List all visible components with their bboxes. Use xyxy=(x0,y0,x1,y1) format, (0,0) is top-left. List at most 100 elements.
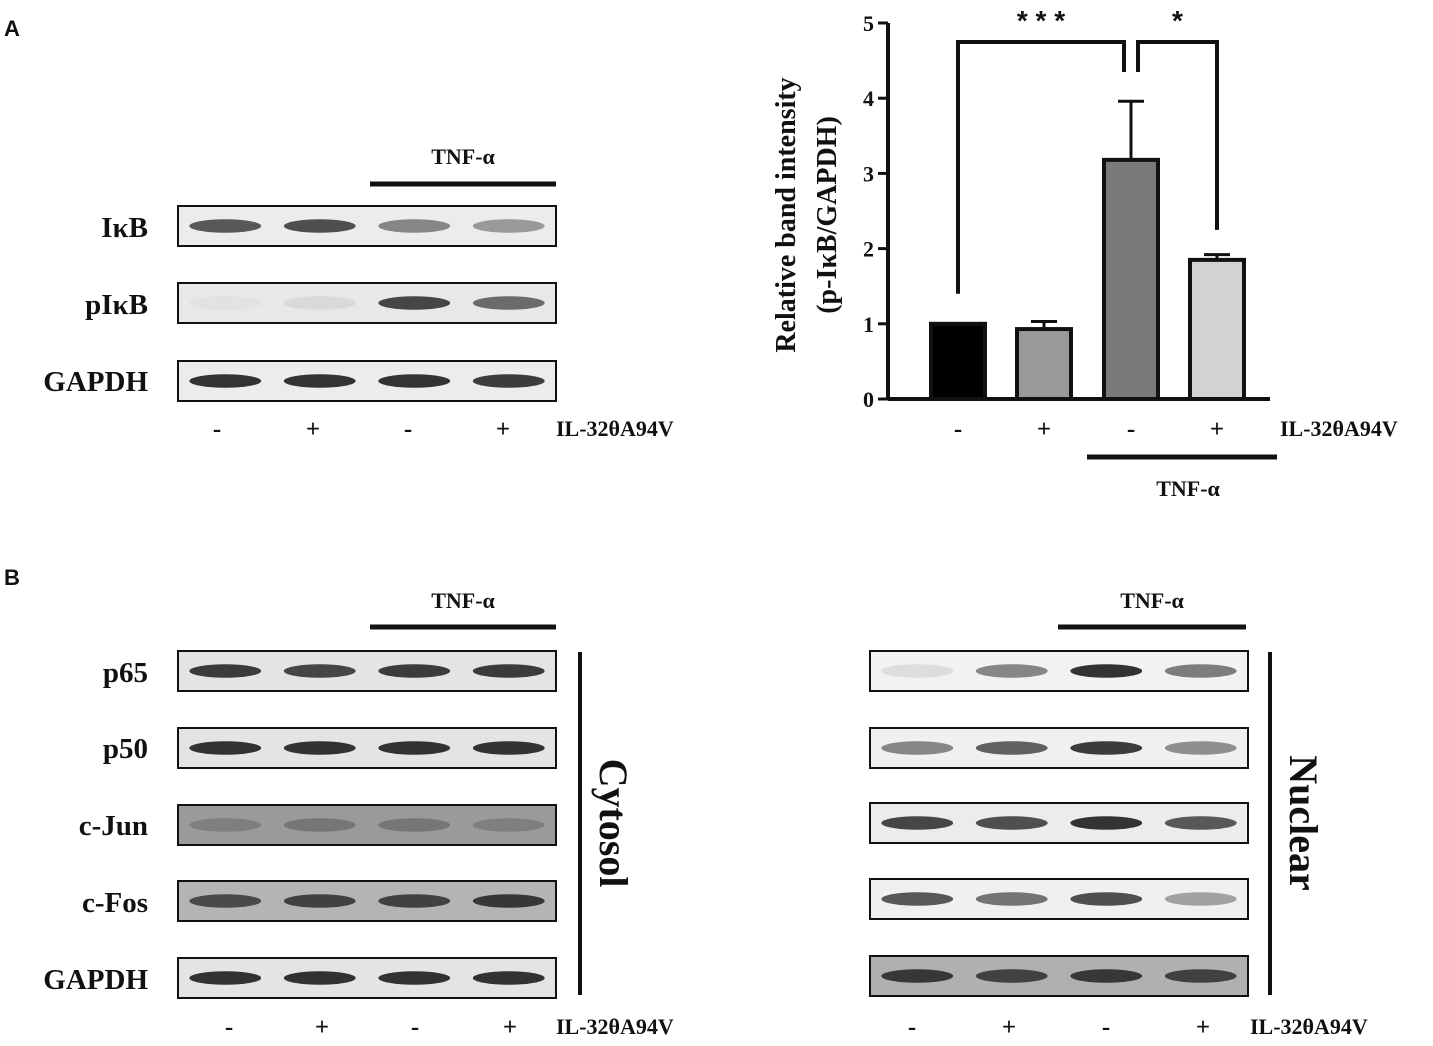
panel-a-band xyxy=(378,374,451,388)
cytosol-band xyxy=(189,818,262,832)
significance-bracket xyxy=(1136,40,1219,230)
cytosol-treatment-label: IL-32θA94V xyxy=(556,1014,674,1039)
y-tick-label: 1 xyxy=(863,312,874,337)
nuclear-band xyxy=(881,969,954,983)
cytosol-band xyxy=(189,894,262,908)
panel-a-band xyxy=(378,296,451,310)
nuclear-sign-1: - xyxy=(908,1014,916,1041)
nuclear-sign-2: + xyxy=(1002,1014,1016,1041)
nuclear-band xyxy=(1164,969,1237,983)
y-axis-label-line-2: (p-IκB/GAPDH) xyxy=(812,116,843,314)
cytosol-band xyxy=(472,741,545,755)
nuclear-band xyxy=(1164,816,1237,830)
nuclear-band xyxy=(1070,969,1143,983)
panel-a-treatment-label: IL-32θA94V xyxy=(556,416,674,441)
y-axis-label-line-1: Relative band intensity xyxy=(771,77,802,352)
cytosol-band xyxy=(378,818,451,832)
cytosol-sign-4: + xyxy=(503,1014,517,1041)
panel-a-band xyxy=(472,374,545,388)
cytosol-blot-strips xyxy=(177,650,557,999)
cytosol-band xyxy=(378,741,451,755)
nuclear-band xyxy=(1164,664,1237,678)
panel-a-band xyxy=(283,219,356,233)
cytosol-band xyxy=(378,971,451,985)
nuclear-band xyxy=(975,816,1048,830)
cytosol-band xyxy=(472,971,545,985)
nuclear-blot-strips xyxy=(869,650,1249,997)
panel-a-band xyxy=(283,374,356,388)
nuclear-sign-4: + xyxy=(1196,1014,1210,1041)
panel-a-band xyxy=(189,219,262,233)
significance-label: * * * xyxy=(1017,5,1065,36)
panel-a-sign-1: - xyxy=(213,416,221,443)
panel-a-protein-1: IκB xyxy=(101,212,148,244)
cytosol-band xyxy=(283,664,356,678)
cytosol-label: Cytosol xyxy=(591,759,636,888)
bar xyxy=(1188,257,1246,401)
y-tick-label: 4 xyxy=(863,86,874,111)
panel-b-protein-5: GAPDH xyxy=(43,964,148,996)
cytosol-band xyxy=(378,664,451,678)
nuclear-band xyxy=(881,892,954,906)
panel-a-blot: TNF-α IκB pIκB GAPDH - + - + IL-32θA94V xyxy=(43,144,674,443)
significance-label: * xyxy=(1172,5,1183,36)
cytosol-band xyxy=(378,894,451,908)
cytosol-sign-1: - xyxy=(225,1014,233,1041)
cytosol-band xyxy=(189,741,262,755)
nuclear-band xyxy=(1070,664,1143,678)
panel-a-tnf-label: TNF-α xyxy=(431,144,495,169)
cytosol-band xyxy=(283,894,356,908)
bar xyxy=(1102,157,1160,401)
x-tick-label-3: - xyxy=(1127,416,1135,443)
chart-tnf-label: TNF-α xyxy=(1156,476,1220,501)
panel-b-protein-4: c-Fos xyxy=(82,887,148,919)
cytosol-sign-2: + xyxy=(315,1014,329,1041)
chart-treatment-label: IL-32θA94V xyxy=(1280,416,1398,441)
cytosol-band xyxy=(283,971,356,985)
panel-a-sign-4: + xyxy=(496,416,510,443)
panel-a-band xyxy=(189,296,262,310)
panel-b-label: B xyxy=(4,565,20,590)
nuclear-band xyxy=(975,664,1048,678)
cytosol-band xyxy=(283,818,356,832)
panel-b-nuclear: TNF-α Nuclear - + - + IL-32θA94V xyxy=(869,588,1368,1041)
panel-b-protein-3: c-Jun xyxy=(79,810,148,842)
panel-a-band xyxy=(472,219,545,233)
panel-b-cytosol: TNF-α p65 p50 c-Jun c-Fos GAPDH Cytosol … xyxy=(43,588,674,1041)
y-tick-label: 2 xyxy=(863,237,874,262)
nuclear-treatment-label: IL-32θA94V xyxy=(1250,1014,1368,1039)
nuclear-band xyxy=(975,969,1048,983)
significance-bracket xyxy=(956,40,1126,294)
cytosol-band xyxy=(283,741,356,755)
panel-a-blot-strips xyxy=(177,205,557,402)
bar xyxy=(1015,327,1073,401)
nuclear-sign-3: - xyxy=(1102,1014,1110,1041)
x-tick-label-1: - xyxy=(954,416,962,443)
nuclear-band xyxy=(975,741,1048,755)
panel-b-protein-2: p50 xyxy=(103,733,148,765)
nuclear-band xyxy=(975,892,1048,906)
bar-chart: 0 1 2 3 4 5 * * * * Relative band intensity (p-… xyxy=(771,5,1398,501)
nuclear-band xyxy=(881,816,954,830)
panel-a-band xyxy=(189,374,262,388)
panel-a-band xyxy=(378,219,451,233)
x-tick-label-4: + xyxy=(1210,416,1224,443)
nuclear-tnf-label: TNF-α xyxy=(1120,588,1184,613)
nuclear-band xyxy=(1070,892,1143,906)
panel-a-protein-3: GAPDH xyxy=(43,366,148,398)
y-tick-label: 0 xyxy=(863,387,874,412)
cytosol-band xyxy=(472,894,545,908)
panel-b-protein-1: p65 xyxy=(103,657,148,689)
cytosol-band xyxy=(189,971,262,985)
cytosol-sign-3: - xyxy=(411,1014,419,1041)
bar-chart-plot: 0 1 2 3 4 5 * * * * xyxy=(863,5,1270,412)
cytosol-band xyxy=(472,818,545,832)
nuclear-band xyxy=(881,664,954,678)
cytosol-band xyxy=(472,664,545,678)
nuclear-label: Nuclear xyxy=(1281,755,1326,891)
y-tick-label: 3 xyxy=(863,161,874,186)
nuclear-band xyxy=(881,741,954,755)
panel-a-protein-2: pIκB xyxy=(85,289,148,321)
panel-a-sign-2: + xyxy=(306,416,320,443)
